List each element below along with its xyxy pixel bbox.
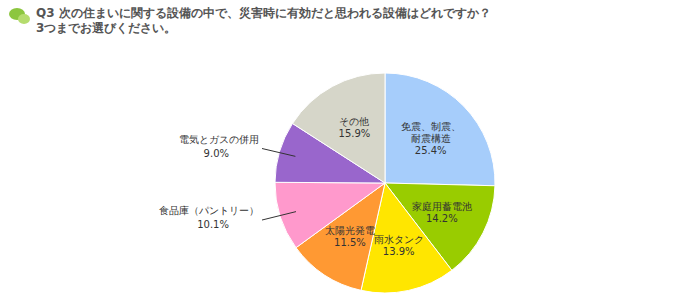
- html-text:Q3 次の住まいに関する設備の中で、災害時に有効だと思われる: Q3 次の住まいに関する設備の中で、災害時に有効だと思われる設備はどれですか？: [36, 6, 491, 20]
- html-text:3つまでお選びください。: 3つまでお選びください。: [36, 21, 177, 35]
- svg-text:雨水タンク13.9%: 雨水タンク13.9%: [374, 234, 424, 257]
- svg-text:10.1%: 10.1%: [197, 219, 229, 230]
- svg-text:太陽光発電11.5%: 太陽光発電11.5%: [325, 225, 375, 248]
- svg-text:食品庫（パントリー）: 食品庫（パントリー）: [159, 205, 259, 216]
- svg-text:家庭用蓄電池14.2%: 家庭用蓄電池14.2%: [412, 201, 472, 224]
- svg-text:9.0%: 9.0%: [204, 148, 229, 159]
- svg-text:免震、制震、耐震構造25.4%: 免震、制震、耐震構造25.4%: [401, 121, 461, 156]
- svg-text:電気とガスの併用: 電気とガスの併用: [179, 134, 259, 145]
- svg-text:その他15.9%: その他15.9%: [339, 116, 371, 139]
